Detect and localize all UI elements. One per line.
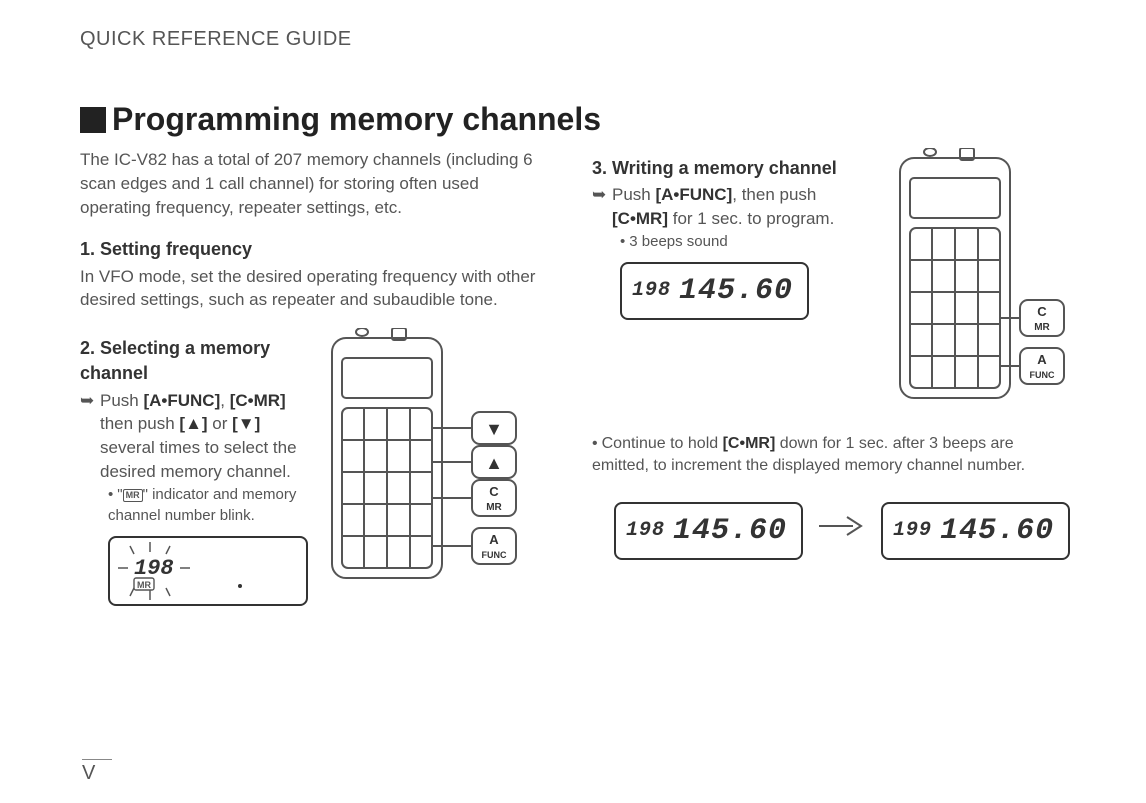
step2-head: 2. Selecting a memory channel (80, 336, 308, 386)
step3-sub: •3 beeps sound (620, 231, 876, 252)
s3-sub-text: 3 beeps sound (629, 233, 727, 250)
page-title: Programming memory channels (80, 101, 1066, 138)
lcd-seq-199-freq: 145.60 (940, 510, 1054, 552)
s2-sep1: , (220, 391, 229, 410)
btn-a-label: A (489, 532, 499, 547)
intro-text: The IC-V82 has a total of 207 memory cha… (80, 148, 552, 219)
key-c-mr: [C•MR] (230, 391, 286, 410)
step3-continue: •Continue to hold [C•MR] down for 1 sec.… (592, 433, 1070, 478)
svg-text:MR: MR (137, 580, 151, 590)
left-column: The IC-V82 has a total of 207 memory cha… (80, 148, 552, 615)
lcd-blink-figure: 198 MR (108, 536, 308, 606)
lcd-198: 198 145.60 (620, 262, 809, 320)
lcd-seq-199-ch: 199 (893, 517, 932, 545)
s3-cont-prefix: Continue to hold (602, 435, 723, 452)
lcd-198-ch: 198 (632, 277, 671, 305)
right-column: 3. Writing a memory channel ➥ Push [A•FU… (592, 148, 1070, 615)
step3-body: ➥ Push [A•FUNC], then push [C•MR] for 1 … (592, 183, 876, 231)
s2-suffix: several times to select the desired memo… (100, 438, 297, 481)
key-a-func: [A•FUNC] (143, 391, 220, 410)
bullet-dot-icon: • (620, 233, 625, 250)
lcd-seq-199: 199 145.60 (881, 502, 1070, 560)
step2-sub: •"MR" indicator and memory channel numbe… (108, 484, 308, 526)
step3-head: 3. Writing a memory channel (592, 156, 876, 181)
key-c-mr-3: [C•MR] (723, 435, 776, 452)
title-text: Programming memory channels (112, 101, 601, 137)
step2-body: ➥ Push [A•FUNC], [C•MR] then push [▲] or… (80, 389, 308, 484)
bullet-dot-icon: • (108, 486, 113, 503)
lcd-198-freq: 145.60 (679, 270, 793, 312)
arrow-right-icon (817, 511, 867, 541)
key-c-mr-2: [C•MR] (612, 209, 668, 228)
mr-indicator-icon: MR (123, 489, 143, 502)
title-bullet-icon (80, 107, 106, 133)
radio-figure-right: C MR A FUNC (890, 148, 1070, 415)
bullet-dot-icon: • (592, 435, 598, 452)
running-head: QUICK REFERENCE GUIDE (80, 28, 1066, 51)
lcd-sequence: 198 145.60 199 145.60 (614, 492, 1070, 560)
lcd-ch-198: 198 (134, 556, 174, 581)
btn-func-label: FUNC (482, 550, 507, 560)
arrow-icon: ➥ (592, 183, 612, 231)
key-a-func-2: [A•FUNC] (655, 185, 732, 204)
btn-up-icon: ▲ (485, 453, 503, 473)
decimal-dot-icon (238, 584, 242, 588)
lcd-seq-198-ch: 198 (626, 517, 665, 545)
btn-c-label-2: C (1037, 304, 1047, 319)
s2-mid: then push (100, 414, 179, 433)
btn-c-label: C (489, 484, 499, 499)
s3-mid: , then push (732, 185, 816, 204)
key-down: [▼] (232, 414, 260, 433)
s3-prefix: Push (612, 185, 655, 204)
s2-prefix: Push (100, 391, 143, 410)
radio-figure-left: ▼ ▲ C MR A FUNC (322, 328, 552, 595)
key-up: [▲] (179, 414, 207, 433)
s3-suffix: for 1 sec. to program. (668, 209, 834, 228)
step1-body: In VFO mode, set the desired operating f… (80, 265, 552, 313)
btn-a-label-2: A (1037, 352, 1047, 367)
lcd-seq-198-freq: 145.60 (673, 510, 787, 552)
page-number: V (82, 759, 112, 785)
lcd-blink-svg: 198 MR (110, 538, 310, 608)
step1-head: 1. Setting frequency (80, 237, 552, 262)
btn-down-icon: ▼ (485, 419, 503, 439)
btn-mr-label: MR (486, 502, 502, 513)
btn-mr-label-2: MR (1034, 322, 1050, 333)
btn-func-label-2: FUNC (1030, 370, 1055, 380)
s2-or: or (208, 414, 233, 433)
lcd-seq-198: 198 145.60 (614, 502, 803, 560)
arrow-icon: ➥ (80, 389, 100, 484)
s2-sub-prefix: " (117, 486, 122, 503)
